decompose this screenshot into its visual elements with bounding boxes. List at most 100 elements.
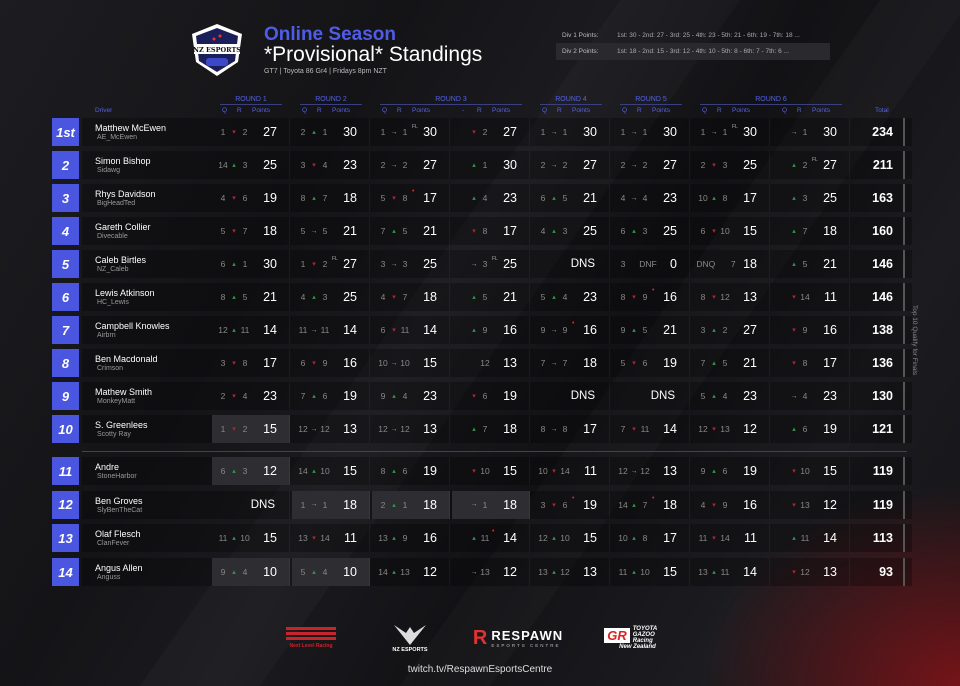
svg-text:NZ ESPORTS: NZ ESPORTS <box>193 46 241 54</box>
position-badge: 3 <box>52 184 79 212</box>
trend-arrow-icon: ▾ <box>712 162 716 169</box>
trend-arrow-icon: ▴ <box>472 426 476 433</box>
race-position: 1 <box>482 499 488 510</box>
race-position: 9 <box>482 325 488 335</box>
race-position: 13 <box>480 567 490 578</box>
qualifying-position: 3 <box>620 259 626 269</box>
race-result-cell: 5 ▴ 4 23 <box>532 283 610 311</box>
race-result-cell: ▴ 3 25 <box>772 184 850 212</box>
race-points: 25 <box>343 290 357 304</box>
race-result-cell: 4 ▾ 9 16 <box>692 490 770 519</box>
race-points: 23 <box>503 191 517 205</box>
trend-arrow-icon: ▾ <box>392 327 396 334</box>
race-position: 5 <box>802 259 808 269</box>
trend-arrow-icon: ▴ <box>632 535 636 543</box>
race-points: 0 <box>670 257 677 271</box>
race-result-cell: DNQ 7 18 <box>692 250 770 278</box>
race-result-cell: 3 → 3 25 <box>372 250 450 278</box>
race-points: 23 <box>263 389 277 403</box>
trend-arrow-icon: → <box>630 467 638 475</box>
race-position: 5 <box>642 325 648 335</box>
race-points: 19 <box>743 464 757 478</box>
race-position: 11 <box>480 533 490 544</box>
race-points: 21 <box>583 191 597 205</box>
race-result-cell: 5 ▴ 4 10 <box>292 558 370 587</box>
race-position: 2 <box>242 127 248 137</box>
race-points: 14 <box>343 323 357 337</box>
trend-arrow-icon: → <box>470 501 478 509</box>
standings-row: 12 Ben Groves SlyBenTheCat DNS 1 → 1 18 2 ▴ 1 18 → 1 1… <box>52 490 912 519</box>
race-result-cell: ▴ 6 19 <box>772 415 850 443</box>
trend-arrow-icon: → <box>550 161 558 169</box>
race-result-cell: 6 ▾ 10 15 <box>692 217 770 245</box>
race-result-cell: 9 → 9 • 16 <box>532 316 610 344</box>
race-points: 25 <box>663 224 677 238</box>
race-result-cell: 2 → 2 27 <box>532 151 610 179</box>
race-result-cell: 11 → 11 14 <box>292 316 370 344</box>
race-points: 30 <box>343 125 357 139</box>
race-position: 12 <box>640 466 650 476</box>
driver-gamertag: AE_McEwen <box>97 134 138 141</box>
trend-arrow-icon: ▾ <box>472 228 476 235</box>
trend-arrow-icon: → <box>630 161 638 169</box>
next-level-racing-stripes-icon <box>286 627 336 642</box>
race-points: 21 <box>343 224 357 238</box>
race-result-cell: 8 ▴ 5 21 <box>212 283 290 311</box>
race-position: 5 <box>722 358 728 368</box>
race-points: 16 <box>503 323 517 337</box>
race-position: 14 <box>560 466 570 476</box>
race-position: 8 <box>802 358 808 368</box>
standings-row: 4 Gareth Collier Divecable 5 ▾ 7 18 5 → 5 21 7 ▴ 5 21 ▾… <box>52 217 912 245</box>
race-result-cell: 7 ▴ 6 19 <box>292 382 370 410</box>
race-position: DNF <box>639 259 657 269</box>
trend-arrow-icon: ▴ <box>632 569 636 577</box>
race-result-cell: 2 ▾ 3 25 <box>692 151 770 179</box>
total-points: 113 <box>852 524 905 553</box>
trend-arrow-icon: ▾ <box>312 360 316 367</box>
penalty-marker-icon: • <box>412 188 415 195</box>
total-points: 119 <box>852 457 905 485</box>
qualifying-position: 4 <box>700 499 706 510</box>
twitch-link[interactable]: twitch.tv/RespawnEsportsCentre <box>407 664 553 675</box>
race-points: 30 <box>823 125 837 139</box>
trend-arrow-icon: ▴ <box>232 162 236 169</box>
race-position: 6 <box>242 193 248 203</box>
race-position: 10 <box>480 466 490 476</box>
qualifying-position: 9 <box>220 567 226 578</box>
race-points: 15 <box>663 565 677 580</box>
trend-arrow-icon: ▴ <box>792 195 796 202</box>
race-result-cell: 12 → 12 13 <box>292 415 370 443</box>
race-result-cell: 4 ▾ 6 19 <box>212 184 290 212</box>
race-points: 16 <box>743 497 757 512</box>
race-position: 13 <box>720 424 730 434</box>
subcolumn-header: R <box>637 107 642 114</box>
race-result-cell: 2 ▴ 1 30 <box>292 118 370 146</box>
trend-arrow-icon: → <box>310 425 318 433</box>
race-position: 9 <box>802 325 808 335</box>
subcolumn-header: Points <box>492 107 511 114</box>
race-position: 12 <box>560 567 570 578</box>
qualifying-position: 6 <box>380 325 386 335</box>
trend-arrow-icon: ▴ <box>792 228 796 235</box>
race-position: 7 <box>802 226 808 236</box>
trend-arrow-icon: → <box>470 568 478 576</box>
position-badge: 4 <box>52 217 79 245</box>
title-online-season: Online Season <box>264 24 396 45</box>
race-result-cell: 3 ▾ 6 • 19 <box>532 490 610 519</box>
trend-arrow-icon: ▴ <box>312 393 316 400</box>
race-result-cell: DNS <box>212 490 290 519</box>
race-result-cell: ▾ 6 19 <box>452 382 530 410</box>
qualifying-position: 8 <box>380 466 386 476</box>
race-position: 6 <box>642 358 648 368</box>
position-badge: 2 <box>52 151 79 179</box>
nz-esports-logo: NZ ESPORTS <box>192 24 242 76</box>
standings-row: 1st Matthew McEwen AE_McEwen 1 ▾ 2 27 2 ▴ 1 30 1 → 1 F… <box>52 118 912 146</box>
race-points: 13 <box>663 464 677 478</box>
trend-arrow-icon: → <box>390 260 398 268</box>
total-points: 163 <box>852 184 905 212</box>
race-position: 12 <box>800 567 810 578</box>
race-position: 14 <box>320 533 330 544</box>
race-points: 18 <box>503 497 517 512</box>
race-result-cell: 4 ▴ 3 25 <box>292 283 370 311</box>
race-points: 19 <box>583 497 597 512</box>
